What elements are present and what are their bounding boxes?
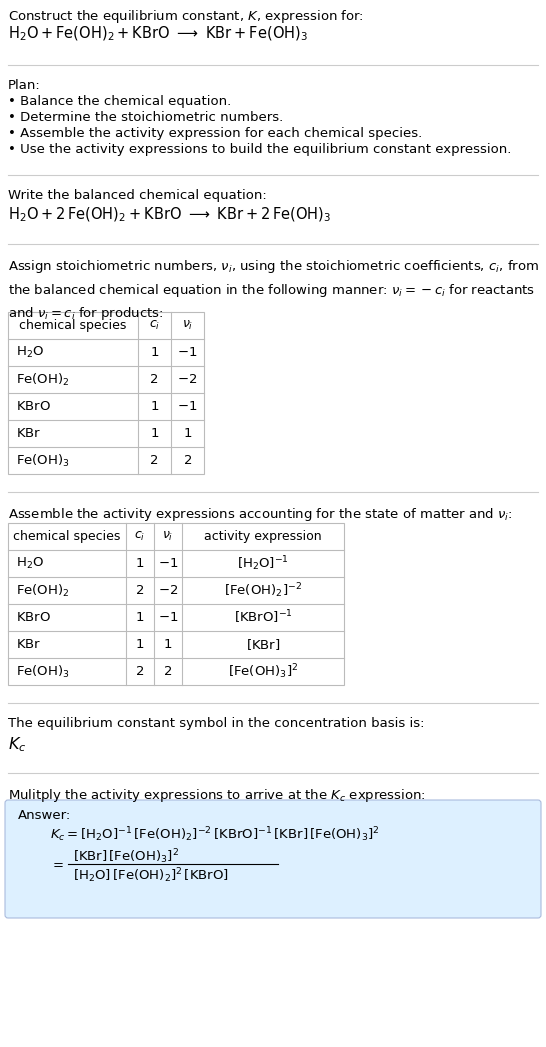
Text: $\mathrm{KBr}$: $\mathrm{KBr}$ <box>16 427 41 440</box>
Text: $\mathrm{KBrO}$: $\mathrm{KBrO}$ <box>16 611 51 624</box>
Text: Mulitply the activity expressions to arrive at the $K_c$ expression:: Mulitply the activity expressions to arr… <box>8 787 426 804</box>
FancyBboxPatch shape <box>5 800 541 918</box>
Text: 1: 1 <box>136 611 144 624</box>
Text: $[\mathrm{KBrO}]^{-1}$: $[\mathrm{KBrO}]^{-1}$ <box>234 608 293 626</box>
Text: Write the balanced chemical equation:: Write the balanced chemical equation: <box>8 190 267 202</box>
Text: 1: 1 <box>136 638 144 651</box>
Text: $-1$: $-1$ <box>158 611 178 624</box>
Text: Assemble the activity expressions accounting for the state of matter and $\nu_i$: Assemble the activity expressions accoun… <box>8 506 513 524</box>
Text: Plan:: Plan: <box>8 79 41 92</box>
Text: $\mathrm{H_2O + Fe(OH)_2 + KBrO \ \longrightarrow \ KBr + Fe(OH)_3}$: $\mathrm{H_2O + Fe(OH)_2 + KBrO \ \longr… <box>8 25 308 43</box>
Bar <box>8 524 344 685</box>
Text: $K_c = [\mathrm{H_2O}]^{-1}\,[\mathrm{Fe(OH)_2}]^{-2}\,[\mathrm{KBrO}]^{-1}\,[\m: $K_c = [\mathrm{H_2O}]^{-1}\,[\mathrm{Fe… <box>50 825 379 844</box>
Text: • Use the activity expressions to build the equilibrium constant expression.: • Use the activity expressions to build … <box>8 143 512 156</box>
Text: $-1$: $-1$ <box>177 400 198 413</box>
Text: 1: 1 <box>136 557 144 570</box>
Text: $2$: $2$ <box>163 665 173 678</box>
Text: $[\mathrm{Fe(OH)_2}]^{-2}$: $[\mathrm{Fe(OH)_2}]^{-2}$ <box>224 581 302 600</box>
Text: • Balance the chemical equation.: • Balance the chemical equation. <box>8 95 232 108</box>
Text: $-1$: $-1$ <box>158 557 178 570</box>
Text: chemical species: chemical species <box>13 530 121 543</box>
Text: $c_i$: $c_i$ <box>134 530 146 543</box>
Text: 2: 2 <box>136 584 144 597</box>
Text: 2: 2 <box>150 373 159 386</box>
Text: activity expression: activity expression <box>204 530 322 543</box>
Text: $=$: $=$ <box>50 857 64 870</box>
Text: $\mathrm{KBrO}$: $\mathrm{KBrO}$ <box>16 400 51 413</box>
Text: $-2$: $-2$ <box>158 584 178 597</box>
Text: $\mathrm{H_2O + 2\,Fe(OH)_2 + KBrO \ \longrightarrow \ KBr + 2\,Fe(OH)_3}$: $\mathrm{H_2O + 2\,Fe(OH)_2 + KBrO \ \lo… <box>8 206 331 224</box>
Text: $2$: $2$ <box>183 454 192 467</box>
Text: $\mathrm{Fe(OH)_3}$: $\mathrm{Fe(OH)_3}$ <box>16 664 70 680</box>
Text: $\mathrm{Fe(OH)_3}$: $\mathrm{Fe(OH)_3}$ <box>16 452 70 469</box>
Text: The equilibrium constant symbol in the concentration basis is:: The equilibrium constant symbol in the c… <box>8 717 424 730</box>
Text: $1$: $1$ <box>163 638 173 651</box>
Text: 1: 1 <box>150 427 159 440</box>
Text: 2: 2 <box>150 454 159 467</box>
Text: $\mathrm{Fe(OH)_2}$: $\mathrm{Fe(OH)_2}$ <box>16 582 69 599</box>
Text: $\nu_i$: $\nu_i$ <box>182 319 193 332</box>
Text: $\nu_i$: $\nu_i$ <box>162 530 174 543</box>
Text: $-1$: $-1$ <box>177 346 198 359</box>
Text: 1: 1 <box>150 346 159 359</box>
Bar <box>8 312 204 474</box>
Text: $[\mathrm{H_2O}]^{-1}$: $[\mathrm{H_2O}]^{-1}$ <box>237 554 289 573</box>
Text: $[\mathrm{KBr}]\,[\mathrm{Fe(OH)_3}]^2$: $[\mathrm{KBr}]\,[\mathrm{Fe(OH)_3}]^2$ <box>73 847 179 866</box>
Text: Assign stoichiometric numbers, $\nu_i$, using the stoichiometric coefficients, $: Assign stoichiometric numbers, $\nu_i$, … <box>8 258 539 322</box>
Text: • Determine the stoichiometric numbers.: • Determine the stoichiometric numbers. <box>8 111 283 124</box>
Text: Construct the equilibrium constant, $K$, expression for:: Construct the equilibrium constant, $K$,… <box>8 8 364 25</box>
Text: 2: 2 <box>136 665 144 678</box>
Text: $1$: $1$ <box>183 427 192 440</box>
Text: $c_i$: $c_i$ <box>149 319 160 332</box>
Text: $\mathrm{Fe(OH)_2}$: $\mathrm{Fe(OH)_2}$ <box>16 372 69 387</box>
Text: $[\mathrm{Fe(OH)_3}]^{2}$: $[\mathrm{Fe(OH)_3}]^{2}$ <box>228 662 298 681</box>
Text: $-2$: $-2$ <box>177 373 198 386</box>
Text: chemical species: chemical species <box>19 319 127 332</box>
Text: $\mathrm{H_2O}$: $\mathrm{H_2O}$ <box>16 344 44 360</box>
Text: • Assemble the activity expression for each chemical species.: • Assemble the activity expression for e… <box>8 127 422 140</box>
Text: Answer:: Answer: <box>18 809 71 822</box>
Text: $K_c$: $K_c$ <box>8 735 26 754</box>
Text: $\mathrm{H_2O}$: $\mathrm{H_2O}$ <box>16 556 44 571</box>
Text: $[\mathrm{H_2O}]\,[\mathrm{Fe(OH)_2}]^2\,[\mathrm{KBrO}]$: $[\mathrm{H_2O}]\,[\mathrm{Fe(OH)_2}]^2\… <box>73 866 229 885</box>
Text: 1: 1 <box>150 400 159 413</box>
Text: $[\mathrm{KBr}]$: $[\mathrm{KBr}]$ <box>246 637 280 652</box>
Text: $\mathrm{KBr}$: $\mathrm{KBr}$ <box>16 638 41 651</box>
